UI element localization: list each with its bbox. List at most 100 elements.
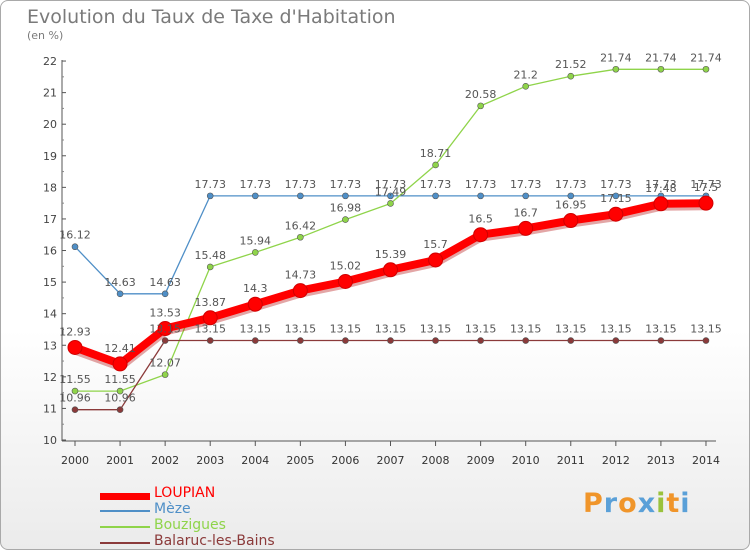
data-point [473,227,489,243]
logo-letter: o [618,488,638,519]
legend-label: Balaruc-les-Bains [154,533,275,549]
data-point [297,337,304,344]
y-tick-label: 19 [43,150,57,163]
x-tick-label: 2001 [106,454,134,467]
data-label: 13.15 [555,323,587,336]
data-point [71,387,79,395]
x-tick-label: 2013 [647,454,675,467]
data-point [206,263,214,271]
data-point [702,337,710,344]
data-point [67,339,83,355]
data-point [477,337,484,344]
data-point [387,200,394,207]
data-point [251,192,259,200]
data-point [612,337,620,344]
data-point [567,72,575,80]
logo-letter: r [603,488,619,519]
data-label: 13.15 [510,323,542,336]
data-label: 17.73 [240,178,272,191]
data-point [382,262,398,278]
data-label: 17.15 [600,192,632,205]
x-tick-label: 2005 [286,454,314,467]
data-label: 17.49 [375,185,407,198]
data-point [157,321,173,337]
data-point [702,65,710,73]
y-tick-label: 11 [43,402,57,415]
y-tick-label: 12 [43,371,57,384]
y-tick-label: 17 [43,213,57,226]
data-label: 15.39 [375,248,407,261]
data-label: 15.48 [194,249,226,262]
data-label: 12.07 [149,357,181,370]
data-point [251,249,259,256]
x-tick-label: 2002 [151,454,179,467]
y-tick-label: 22 [43,55,57,68]
data-point [518,220,534,236]
data-point [567,192,575,200]
x-tick-label: 2007 [376,454,404,467]
data-point [297,192,304,200]
y-tick-label: 10 [43,434,57,447]
data-label: 17.73 [690,178,722,191]
x-tick-label: 2000 [61,454,89,467]
data-point [161,371,169,378]
data-point [116,290,124,298]
legend-swatch [100,526,150,528]
data-label: 21.74 [645,51,677,64]
data-point [563,213,579,229]
data-label: 11.55 [59,373,91,386]
data-label: 16.42 [285,219,317,232]
data-label: 14.63 [104,276,136,289]
data-point [567,337,575,344]
data-point [612,192,620,200]
data-point [206,192,214,200]
x-tick-label: 2008 [422,454,450,467]
data-label: 21.74 [600,51,632,64]
data-point [657,65,665,73]
data-point [432,161,439,169]
y-tick-label: 21 [43,87,57,100]
data-label: 14.63 [149,276,181,289]
data-point [71,406,79,413]
data-label: 17.5 [694,181,719,194]
data-point [297,233,304,241]
y-tick-label: 15 [43,276,57,289]
legend-label: LOUPIAN [154,485,216,501]
data-label: 17.73 [330,178,362,191]
data-label: 10.96 [59,392,91,405]
data-label: 13.15 [465,323,497,336]
data-point [342,337,349,344]
data-point [116,387,124,395]
data-label: 17.73 [600,178,632,191]
y-tick-label: 18 [43,181,57,194]
data-point [247,296,263,312]
data-label: 13.15 [285,323,317,336]
data-point [522,337,530,344]
data-label: 17.73 [194,178,226,191]
data-label: 18.71 [420,147,452,160]
data-point [161,290,169,298]
data-point [432,192,439,200]
proxiti-logo: Proxiti [583,488,691,519]
data-label: 13.15 [645,323,677,336]
y-tick-label: 14 [43,308,57,321]
data-point [387,337,394,344]
logo-letter: i [680,488,691,519]
data-point [161,337,169,344]
data-label: 17.73 [555,178,587,191]
legend-swatch [100,493,150,500]
data-label: 21.52 [555,58,587,71]
data-label: 16.95 [555,199,587,212]
data-label: 13.15 [149,323,181,336]
data-label: 12.93 [59,325,91,338]
data-label: 17.73 [285,178,317,191]
data-point [522,83,530,90]
data-label: 13.15 [240,323,272,336]
data-label: 17.73 [420,178,452,191]
data-point [522,192,530,200]
data-label: 13.15 [330,323,362,336]
data-point [342,192,349,200]
logo-letter: x [637,488,657,519]
chart-series [67,65,714,413]
